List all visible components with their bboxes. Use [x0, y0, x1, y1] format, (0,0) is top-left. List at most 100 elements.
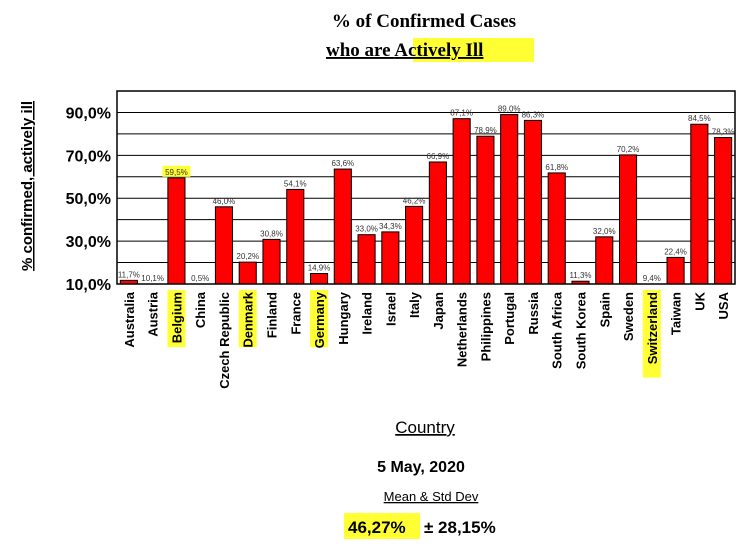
x-tick-label: Hungary [336, 291, 351, 345]
x-tick-label: Sweden [621, 292, 636, 341]
data-label: 30,8% [260, 229, 283, 238]
bar-sweden [618, 154, 638, 285]
data-label: 59,5% [165, 168, 188, 177]
x-tick-label: Czech Republic [217, 292, 232, 389]
bar-philippines [476, 135, 495, 285]
bar-usa [714, 137, 733, 285]
bar-uk [690, 123, 709, 285]
y-tick-label: 70,0% [66, 148, 111, 165]
data-label: 34,3% [379, 222, 402, 231]
data-label: 78,9% [474, 126, 497, 135]
x-tick-label: Taiwan [669, 292, 684, 335]
data-label: 0,5% [191, 274, 209, 283]
y-tick-label: 50,0% [66, 191, 111, 208]
bar-belgium [167, 177, 186, 285]
bar-ireland [357, 234, 376, 285]
data-label: 10,1% [141, 274, 164, 283]
data-label: 9,4% [643, 274, 661, 283]
x-tick-label: Portugal [502, 292, 517, 345]
bar-netherlands [452, 118, 471, 285]
y-tick-label: 10,0% [66, 277, 111, 294]
bar-denmark [238, 261, 257, 285]
chart-title-prefix: who are [326, 40, 394, 61]
x-tick-label: South Korea [574, 291, 589, 369]
data-label: 20,2% [236, 252, 259, 261]
y-tick-labels: 10,0% 30,0% 50,0% 70,0% 90,0% [66, 105, 111, 294]
data-label: 61,8% [545, 163, 568, 172]
bar-germany [309, 272, 329, 285]
bar-portugal [500, 114, 519, 285]
x-tick-label: Germany [312, 291, 327, 348]
data-labels: 11,7% 10,1% 59,5% 0,5% 46,0% 20,2% 30,8% 54,1% 1… [118, 105, 735, 283]
data-label: 32,0% [593, 227, 616, 236]
data-label: 63,6% [331, 159, 354, 168]
x-label-highlights [167, 290, 661, 378]
bar-spain [595, 236, 614, 285]
std-value: ± 28,15% [424, 518, 496, 537]
mean-value: 46,27% [348, 518, 406, 537]
data-label: 54,1% [284, 179, 307, 188]
data-label-highlight [162, 165, 191, 177]
x-tick-label: Russia [526, 291, 541, 334]
x-tick-label: Denmark [241, 291, 256, 347]
x-tick-label: France [288, 292, 303, 335]
bar-israel [381, 231, 400, 285]
x-tick-label: Japan [431, 292, 446, 330]
bar-italy [405, 205, 424, 285]
data-label: 11,3% [569, 271, 591, 280]
chart-title-highlight: Actively Ill [394, 40, 483, 61]
data-label: 89,0% [498, 105, 521, 114]
data-label: 86,3% [522, 110, 545, 119]
x-tick-label: China [193, 291, 208, 328]
x-tick-label: Austria [146, 291, 161, 337]
x-tick-label: Netherlands [455, 292, 470, 367]
bar-czech-republic [214, 206, 234, 285]
mean-highlight-box [344, 513, 420, 539]
data-label: 33,0% [355, 225, 378, 234]
x-axis-label: Country [395, 418, 455, 437]
bar-south-africa [547, 172, 566, 285]
x-tick-label: Philippines [478, 292, 493, 361]
stats-label: Mean & Std Dev [384, 489, 479, 504]
bar-france [286, 188, 305, 285]
plot-frame [116, 90, 736, 285]
chart-title-line1: % of Confirmed Cases [332, 11, 516, 32]
x-tick-label: South Africa [550, 291, 565, 369]
bar-taiwan [666, 256, 685, 285]
bar-russia [523, 119, 543, 285]
data-label: 87,1% [450, 109, 473, 118]
x-tick-label: Spain [597, 292, 612, 327]
bar-japan [428, 161, 447, 285]
data-label: 22,4% [664, 247, 687, 256]
bar-finland [262, 238, 281, 285]
x-tick-label: Switzerland [645, 292, 660, 364]
data-label: 66,9% [427, 152, 450, 161]
title-highlight-box [413, 38, 534, 62]
data-label: 70,2% [617, 145, 640, 154]
x-tick-labels: Australia Austria Belgium China Czech Republ… [122, 291, 731, 389]
svg-text:who are Actively Ill: who are Actively Ill [326, 40, 483, 61]
x-tick-label: UK [692, 291, 707, 310]
x-label-highlight [642, 290, 661, 378]
y-tick-label: 90,0% [66, 105, 111, 122]
y-axis-label: % confirmed, actively ill [19, 101, 36, 271]
data-label: 11,7% [118, 270, 140, 279]
data-label: 84,5% [688, 114, 711, 123]
x-tick-label: Finland [265, 292, 280, 338]
x-label-highlight [238, 290, 257, 348]
x-tick-label: USA [716, 291, 731, 319]
x-tick-label: Ireland [360, 292, 375, 335]
bar-hungary [333, 168, 352, 285]
data-label: 46,2% [403, 196, 426, 205]
gridlines [117, 111, 735, 285]
x-label-highlight [167, 290, 186, 348]
x-tick-label: Israel [383, 292, 398, 326]
data-label: 14,9% [308, 263, 331, 272]
x-tick-label: Australia [122, 291, 137, 347]
data-label: 78,3% [712, 128, 735, 137]
x-tick-label: Belgium [169, 292, 184, 343]
y-tick-label: 30,0% [66, 234, 111, 251]
chart-title-line2: who are Actively Ill [326, 38, 534, 62]
data-label: 46,0% [213, 197, 236, 206]
